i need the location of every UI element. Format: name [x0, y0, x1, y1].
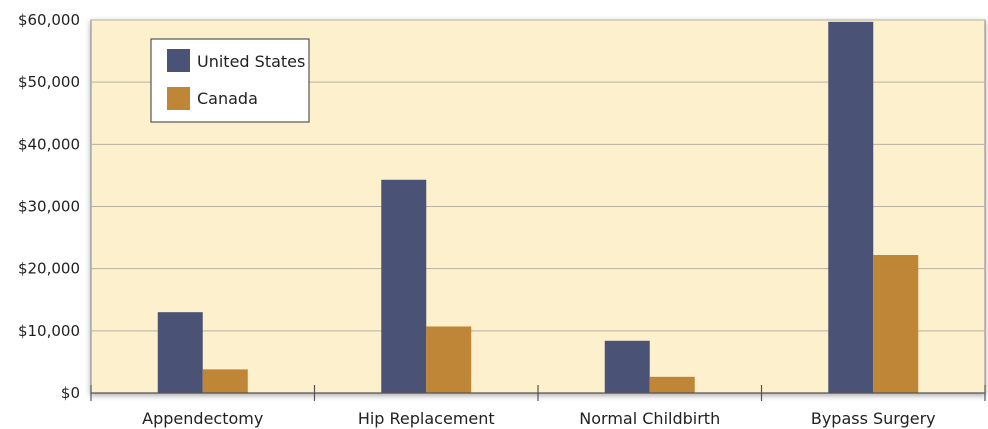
bar-canada [426, 326, 472, 393]
x-category-label: Normal Childbirth [579, 409, 720, 428]
y-tick-label: $50,000 [18, 73, 80, 91]
y-tick-label: $20,000 [18, 260, 80, 278]
bar-united-states [828, 21, 874, 394]
bar-canada [873, 254, 919, 393]
bar-united-states [604, 340, 650, 393]
legend-label-united-states: United States [197, 52, 305, 71]
x-axis-labels: Appendectomy Hip Replacement Normal Childb… [142, 409, 935, 428]
bar-united-states [381, 179, 427, 393]
y-tick-label: $10,000 [18, 322, 80, 340]
x-category-label: Appendectomy [142, 409, 263, 428]
bar-united-states [157, 312, 203, 393]
x-axis [90, 385, 986, 401]
x-category-label: Hip Replacement [358, 409, 495, 428]
y-tick-label: $0 [61, 384, 80, 402]
legend-swatch-canada [167, 87, 190, 110]
y-axis-ticks: $0 $10,000 $20,000 $30,000 $40,000 $50,000 $60… [18, 11, 80, 402]
x-category-label: Bypass Surgery [811, 409, 936, 428]
y-tick-label: $60,000 [18, 11, 80, 29]
legend-label-canada: Canada [197, 89, 258, 108]
y-tick-label: $40,000 [18, 135, 80, 153]
legend: United States Canada [150, 38, 310, 123]
bar-canada [649, 376, 695, 393]
bars [157, 21, 919, 394]
y-tick-label: $30,000 [18, 198, 80, 216]
legend-swatch-united-states [167, 49, 190, 72]
bar-canada [202, 369, 248, 393]
